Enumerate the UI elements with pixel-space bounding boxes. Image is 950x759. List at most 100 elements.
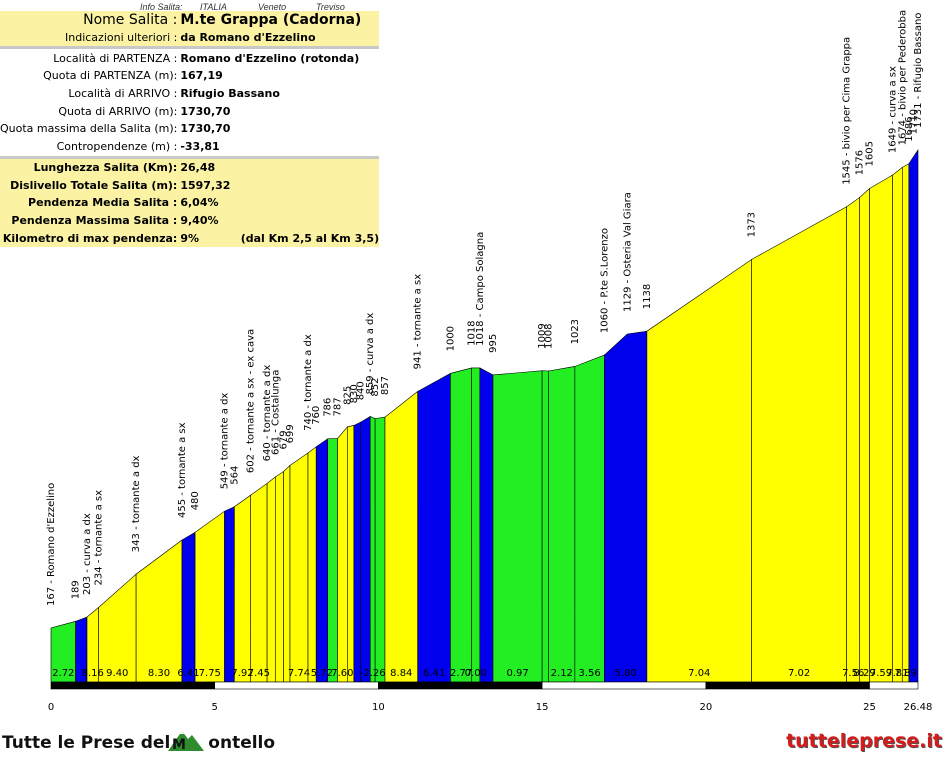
waypoint-label: 564 (229, 466, 240, 485)
waypoint-label: 1731 - Rifugio Bassano (913, 13, 924, 128)
axis-bar-block (869, 681, 919, 690)
waypoint-label: 857 (380, 376, 391, 395)
profile-segment-25 (450, 367, 473, 683)
contropendenze-value: -33,81 (179, 137, 380, 156)
waypoint-label: 786 (323, 398, 334, 417)
waypoint-label: 852 (370, 378, 381, 397)
grade-label: 8.16 (82, 668, 104, 679)
profile-segment-4 (135, 539, 183, 683)
quota-max-value: 1730,70 (179, 120, 380, 138)
profile-segment-40 (908, 149, 919, 683)
grade-label: 6.41 (177, 668, 199, 679)
grade-label: 7.04 (688, 668, 710, 679)
grade-labels: 2.72 8.16 9.40 8.30 6.41 7.75 7.927.45 7.74 5.72… (52, 668, 917, 679)
grade-label: 7.74 (288, 668, 310, 679)
waypoint-label: 1018 - Campo Solagna (475, 232, 486, 346)
waypoint-label: 1373 (747, 212, 758, 237)
grade-label: 0.97 (506, 668, 528, 679)
profile-segment-15 (315, 438, 329, 683)
province-label: Treviso (316, 2, 345, 12)
x-tick-label: 26.48 (904, 702, 933, 713)
indicazioni-label: Indicazioni ulteriori : (0, 28, 180, 47)
waypoint-label: 830 (349, 384, 360, 403)
profile-segment-24 (417, 372, 451, 683)
lunghezza-value: 26,48 (179, 158, 380, 177)
waypoint-label: 1605 (865, 141, 876, 166)
waypoint-label: 1674 - bivio per Pederobba (897, 10, 908, 145)
partenza-value: Romano d'Ezzelino (rotonda) (179, 49, 380, 68)
x-tick-label: 15 (536, 702, 549, 713)
row-arrivo: Località di ARRIVO : Rifugio Bassano (0, 84, 380, 103)
grade-label: 8.29 (853, 668, 875, 679)
waypoint-label: 740 - tornante a dx (303, 334, 314, 431)
grade-label: 7.81 (886, 668, 908, 679)
profile-segment-29 (541, 370, 550, 683)
waypoint-label: 1649 - curva a sx (888, 66, 899, 153)
x-tick-label: 0 (48, 702, 54, 713)
profile-segment-19 (353, 421, 361, 683)
waypoint-label: 1545 - bivio per Cima Grappa (842, 37, 853, 185)
pend-max-value: 9,40% (179, 211, 380, 230)
row-nome-salita: Nome Salita : M.te Grappa (Cadorna) (0, 11, 380, 29)
waypoint-label: 1018 (467, 320, 478, 345)
profile-segment-11 (274, 470, 284, 683)
waypoint-label: 1009 (537, 323, 548, 348)
profile-segment-3 (98, 573, 137, 683)
partenza-label: Località di PARTENZA : (0, 49, 180, 68)
nome-value: M.te Grappa (Cadorna) (179, 11, 380, 29)
grade-label: 8.84 (390, 668, 412, 679)
contropendenze-label: Contropendenze (m) : (0, 137, 180, 156)
quota-arrivo-value: 1730,70 (179, 102, 380, 121)
waypoint-label: 760 (311, 406, 322, 425)
row-quota-max: Quota massima della Salita (m): 1730,70 (0, 120, 380, 138)
grade-label: 0.00 (465, 668, 487, 679)
waypoint-label: 1060 - P.te S.Lorenzo (599, 228, 610, 333)
row-pendenza-max: Pendenza Massima Salita : 9,40% (0, 211, 380, 230)
row-pendenza-media: Pendenza Media Salita : 6,04% (0, 193, 380, 212)
profile-segment-32 (603, 330, 648, 683)
profile-segment-30 (548, 366, 576, 683)
grade-label: 6.41 (423, 668, 445, 679)
row-partenza: Località di PARTENZA : Romano d'Ezzelino… (0, 49, 380, 68)
grade-label: 8.30 (148, 668, 170, 679)
km-max-label: Kilometro di max pendenza: (0, 229, 180, 247)
profile-segments (50, 149, 919, 683)
grade-label: 7.45 (248, 668, 270, 679)
waypoint-label: 1008 (544, 324, 555, 349)
waypoint-label: 1576 (855, 150, 866, 175)
profile-segment-7 (224, 506, 235, 683)
profile-segment-33 (646, 258, 753, 683)
footer-brand-text-2: ontello (208, 733, 276, 753)
waypoint-label: 1023 (570, 319, 581, 344)
km-max-range: (dal Km 2,5 al Km 3,5) (240, 231, 380, 245)
grade-label: 2.72 (52, 668, 74, 679)
footer-brand: Tutte le Prese del ontello (2, 733, 275, 753)
axis-bar-block (214, 681, 379, 690)
arrivo-label: Località di ARRIVO : (0, 84, 180, 103)
waypoint-label: 859 - curva a dx (365, 313, 376, 395)
quota-arrivo-label: Quota di ARRIVO (m): (0, 102, 180, 121)
waypoint-label: 1129 - Osteria Val Giara (622, 192, 633, 312)
lunghezza-label: Lunghezza Salita (Km): (0, 158, 180, 177)
km-max-value: 9% (180, 231, 200, 245)
grade-label: 7.75 (199, 668, 221, 679)
profile-segment-31 (574, 354, 605, 683)
quota-partenza-label: Quota di PARTENZA (m): (0, 67, 180, 85)
profile-segment-27 (479, 367, 494, 683)
profile-segment-26 (471, 367, 481, 683)
waypoint-label: 167 - Romano d'Ezzelino (46, 483, 57, 606)
profile-segment-38 (892, 166, 903, 683)
waypoint-label: 679 (279, 430, 290, 449)
profile-segment-5 (181, 531, 196, 683)
grade-label: 7.60 (331, 668, 353, 679)
profile-segment-39 (901, 163, 910, 683)
profile-segment-14 (307, 446, 317, 683)
grade-label: 5.80 (614, 668, 636, 679)
region-label: Veneto (258, 2, 287, 12)
info-salita-label: Info Salita: (140, 2, 183, 12)
dislivello-value: 1597,32 (179, 176, 380, 194)
profile-segment-34 (751, 206, 847, 683)
grade-label: 7.92 (231, 668, 253, 679)
profile-segment-28 (492, 370, 543, 683)
website-link[interactable]: tutteleprese.it (786, 730, 942, 752)
